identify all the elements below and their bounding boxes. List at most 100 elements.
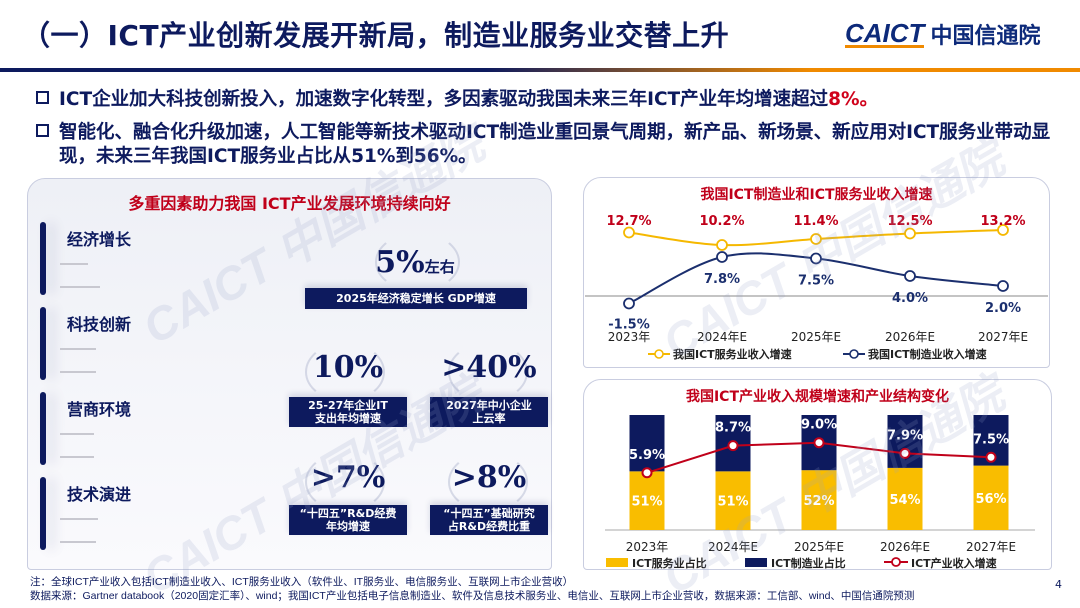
bullet-1: ICT企业加大科技创新投入，加速数字化转型，多因素驱动我国未来三年ICT产业年均… bbox=[36, 88, 1056, 112]
bullet-highlight: 8%。 bbox=[828, 89, 879, 110]
data-label: 10.2% bbox=[699, 214, 744, 229]
data-label: 7.8% bbox=[704, 272, 740, 287]
legend-marker bbox=[891, 557, 901, 567]
bullet-text: 智能化、融合化升级加速，人工智能等新技术驱动ICT制造业重回景气周期，新产品、新… bbox=[59, 122, 1051, 167]
environment-panel-title: 多重因素助力我国 ICT产业发展环境持续向好 bbox=[128, 194, 451, 213]
sub-bullet-line bbox=[60, 263, 88, 265]
data-label: 2.0% bbox=[985, 301, 1021, 316]
bar-service-share bbox=[801, 470, 837, 530]
decor-arc bbox=[305, 342, 385, 402]
page-title: （一）ICT产业创新发展开新局，制造业服务业交替上升 bbox=[22, 19, 730, 52]
sub-bullet-line bbox=[60, 456, 94, 458]
growth-point bbox=[985, 451, 997, 463]
data-point bbox=[623, 297, 635, 310]
bar-manufacturing-share bbox=[629, 415, 665, 472]
checkbox-square-icon bbox=[36, 124, 49, 137]
section-business-env: 营商环境 bbox=[67, 400, 132, 419]
page-number: 4 bbox=[1055, 578, 1062, 591]
bar-service-share bbox=[973, 465, 1009, 530]
bar-label: 51% bbox=[717, 495, 748, 510]
data-label: 11.4% bbox=[793, 214, 838, 229]
sub-bullet-line bbox=[60, 286, 100, 288]
bar-label: 54% bbox=[889, 493, 920, 508]
decor-arc bbox=[305, 452, 385, 512]
sub-bullet-line bbox=[60, 518, 98, 520]
growth-label: 8.7% bbox=[715, 421, 751, 436]
stat-gdp-value: 5%左右 bbox=[375, 245, 455, 280]
section-bar bbox=[40, 477, 46, 550]
stat-cloud-label: 2027年中小企业 上云率 bbox=[430, 397, 548, 427]
stat-it-spend-label: 25-27年企业IT 支出年均增速 bbox=[289, 397, 407, 427]
data-point bbox=[623, 226, 635, 239]
sub-bullet-line bbox=[60, 371, 96, 373]
decor-arc bbox=[448, 452, 528, 512]
x-tick-label: 2027年E bbox=[966, 540, 1016, 554]
sub-bullet-line bbox=[60, 433, 94, 435]
bullet-2: 智能化、融合化升级加速，人工智能等新技术驱动ICT制造业重回景气周期，新产品、新… bbox=[36, 121, 1056, 169]
bullet-text: ICT企业加大科技创新投入，加速数字化转型，多因素驱动我国未来三年ICT产业年均… bbox=[59, 89, 829, 110]
legend-marker bbox=[654, 349, 664, 359]
data-point bbox=[810, 252, 822, 265]
growth-label: 5.9% bbox=[629, 448, 665, 463]
caict-logo: CAICT 中国信通院 bbox=[845, 18, 1040, 50]
data-point bbox=[904, 270, 916, 282]
legend-label: ICT服务业占比 bbox=[632, 556, 707, 570]
legend-swatch bbox=[606, 558, 628, 567]
legend-label: ICT制造业占比 bbox=[771, 556, 846, 570]
legend-label: 我国ICT服务业收入增速 bbox=[673, 347, 792, 361]
x-tick-label: 2023年 bbox=[608, 330, 651, 344]
growth-point bbox=[641, 467, 653, 479]
data-point bbox=[997, 280, 1009, 292]
x-tick-label: 2024年E bbox=[697, 330, 747, 344]
section-innovation: 科技创新 bbox=[67, 315, 132, 334]
data-point bbox=[904, 227, 916, 240]
data-label: 7.5% bbox=[798, 274, 834, 289]
bar-service-share bbox=[887, 467, 923, 530]
growth-label: 9.0% bbox=[801, 418, 837, 433]
x-tick-label: 2027年E bbox=[978, 330, 1028, 344]
stat-gdp-label: 2025年经济稳定增长 GDP增速 bbox=[305, 288, 527, 309]
stat-basic-research-label: “十四五”基础研究 占R&D经费比重 bbox=[430, 505, 548, 535]
data-point bbox=[810, 233, 822, 245]
x-tick-label: 2024年E bbox=[708, 540, 758, 554]
x-tick-label: 2023年 bbox=[626, 540, 669, 554]
data-label: -1.5% bbox=[608, 318, 649, 333]
stat-rd-label: “十四五”R&D经费 年均增速 bbox=[289, 505, 407, 535]
data-label: 12.5% bbox=[887, 214, 932, 229]
logo-en: CAICT bbox=[845, 17, 925, 48]
section-tech: 技术演进 bbox=[67, 485, 132, 504]
structure-chart-title: 我国ICT产业收入规模增速和产业结构变化 bbox=[685, 389, 950, 405]
growth-label: 7.9% bbox=[887, 428, 923, 443]
bar-label: 51% bbox=[631, 495, 662, 510]
footnote-note: 注：全球ICT产业收入包括ICT制造业收入、ICT服务业收入（软件业、IT服务业… bbox=[30, 576, 574, 588]
x-tick-label: 2025年E bbox=[791, 330, 841, 344]
bar-service-share bbox=[715, 471, 751, 530]
data-label: 4.0% bbox=[892, 291, 928, 306]
section-bar bbox=[40, 392, 46, 465]
data-label: 12.7% bbox=[606, 214, 651, 229]
growth-point bbox=[727, 440, 739, 452]
footnote-source: 数据来源：Gartner databook（2020固定汇率）、wind；我国I… bbox=[30, 590, 915, 602]
data-point bbox=[716, 251, 728, 263]
stat-basic-research-value: >8% bbox=[451, 460, 527, 495]
bar-service-share bbox=[629, 471, 665, 530]
growth-chart-panel bbox=[583, 177, 1050, 368]
logo-cn: 中国信通院 bbox=[930, 24, 1041, 49]
section-bar bbox=[40, 222, 46, 295]
decor-arc bbox=[448, 342, 528, 402]
bar-label: 52% bbox=[803, 494, 834, 509]
stat-cloud-value: >40% bbox=[441, 350, 537, 385]
growth-chart-title: 我国ICT制造业和ICT服务业收入增速 bbox=[700, 187, 933, 203]
bar-label: 56% bbox=[975, 492, 1006, 507]
growth-point bbox=[813, 437, 825, 449]
footnotes: 注：全球ICT产业收入包括ICT制造业收入、ICT服务业收入（软件业、IT服务业… bbox=[30, 575, 914, 603]
sub-bullet-line bbox=[60, 348, 96, 350]
section-bar bbox=[40, 307, 46, 380]
growth-label: 7.5% bbox=[973, 432, 1009, 447]
legend-label: 我国ICT制造业收入增速 bbox=[868, 347, 987, 361]
decor-arc bbox=[375, 232, 460, 292]
x-tick-label: 2025年E bbox=[794, 540, 844, 554]
sub-bullet-line bbox=[60, 541, 96, 543]
